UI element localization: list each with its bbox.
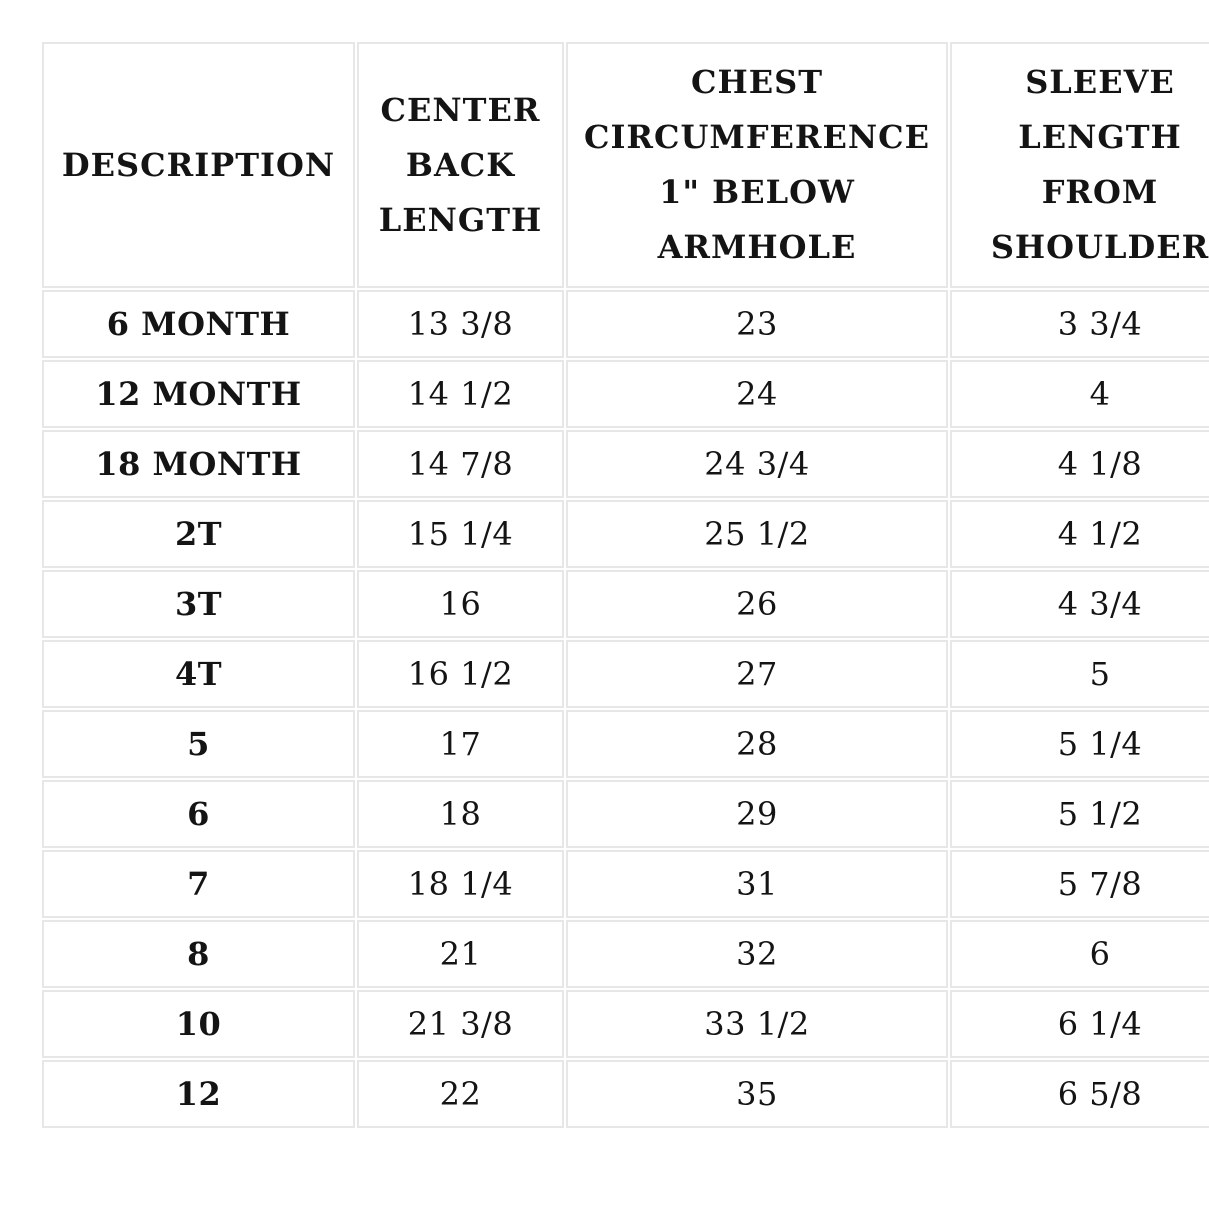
cell-chest-circumference: 35	[566, 1060, 948, 1128]
size-chart: DESCRIPTION CENTER BACK LENGTH CHEST CIR…	[40, 40, 1209, 1130]
header-line: CHEST	[690, 63, 823, 101]
cell-sleeve-length: 6 1/4	[950, 990, 1209, 1058]
header-line: BACK	[405, 145, 516, 184]
table-row: 3T 16 26 4 3/4	[42, 570, 1209, 638]
cell-sleeve-length: 3 3/4	[950, 290, 1209, 358]
cell-sleeve-length: 5 1/4	[950, 710, 1209, 778]
column-header-description: DESCRIPTION	[42, 42, 355, 288]
cell-description: 10	[42, 990, 355, 1058]
header-line: LENGTH	[1018, 118, 1182, 156]
cell-sleeve-length: 6	[950, 920, 1209, 988]
column-header-center-back-length: CENTER BACK LENGTH	[357, 42, 564, 288]
cell-sleeve-length: 6 5/8	[950, 1060, 1209, 1128]
cell-description: 8	[42, 920, 355, 988]
header-line: SLEEVE	[1025, 63, 1175, 101]
cell-description: 7	[42, 850, 355, 918]
table-row: 12 MONTH 14 1/2 24 4	[42, 360, 1209, 428]
cell-center-back-length: 22	[357, 1060, 564, 1128]
cell-center-back-length: 15 1/4	[357, 500, 564, 568]
cell-sleeve-length: 5 1/2	[950, 780, 1209, 848]
cell-chest-circumference: 24	[566, 360, 948, 428]
cell-description: 6	[42, 780, 355, 848]
cell-center-back-length: 14 7/8	[357, 430, 564, 498]
cell-center-back-length: 14 1/2	[357, 360, 564, 428]
cell-description: 18 MONTH	[42, 430, 355, 498]
table-row: 6 MONTH 13 3/8 23 3 3/4	[42, 290, 1209, 358]
cell-sleeve-length: 4 1/8	[950, 430, 1209, 498]
cell-chest-circumference: 25 1/2	[566, 500, 948, 568]
header-line: SHOULDER	[990, 228, 1209, 266]
header-line: CENTER	[380, 90, 541, 129]
cell-sleeve-length: 4 1/2	[950, 500, 1209, 568]
header-line: DESCRIPTION	[61, 145, 336, 184]
cell-center-back-length: 21	[357, 920, 564, 988]
table-row: 18 MONTH 14 7/8 24 3/4 4 1/8	[42, 430, 1209, 498]
cell-description: 6 MONTH	[42, 290, 355, 358]
cell-center-back-length: 18	[357, 780, 564, 848]
cell-description: 3T	[42, 570, 355, 638]
column-header-chest-circumference: CHEST CIRCUMFERENCE 1" BELOW ARMHOLE	[566, 42, 948, 288]
header-row: DESCRIPTION CENTER BACK LENGTH CHEST CIR…	[42, 42, 1209, 288]
cell-center-back-length: 16	[357, 570, 564, 638]
cell-chest-circumference: 31	[566, 850, 948, 918]
cell-chest-circumference: 32	[566, 920, 948, 988]
cell-center-back-length: 17	[357, 710, 564, 778]
cell-chest-circumference: 26	[566, 570, 948, 638]
cell-center-back-length: 21 3/8	[357, 990, 564, 1058]
table-row: 2T 15 1/4 25 1/2 4 1/2	[42, 500, 1209, 568]
header-line: LENGTH	[378, 200, 543, 239]
table-row: 5 17 28 5 1/4	[42, 710, 1209, 778]
cell-center-back-length: 13 3/8	[357, 290, 564, 358]
size-chart-table: DESCRIPTION CENTER BACK LENGTH CHEST CIR…	[40, 40, 1209, 1130]
cell-chest-circumference: 33 1/2	[566, 990, 948, 1058]
table-row: 8 21 32 6	[42, 920, 1209, 988]
table-row: 10 21 3/8 33 1/2 6 1/4	[42, 990, 1209, 1058]
header-line: FROM	[1041, 173, 1159, 211]
cell-chest-circumference: 28	[566, 710, 948, 778]
cell-center-back-length: 18 1/4	[357, 850, 564, 918]
cell-chest-circumference: 29	[566, 780, 948, 848]
cell-description: 2T	[42, 500, 355, 568]
table-row: 7 18 1/4 31 5 7/8	[42, 850, 1209, 918]
cell-description: 12 MONTH	[42, 360, 355, 428]
table-row: 12 22 35 6 5/8	[42, 1060, 1209, 1128]
cell-sleeve-length: 5	[950, 640, 1209, 708]
table-row: 6 18 29 5 1/2	[42, 780, 1209, 848]
cell-description: 12	[42, 1060, 355, 1128]
cell-chest-circumference: 24 3/4	[566, 430, 948, 498]
cell-center-back-length: 16 1/2	[357, 640, 564, 708]
cell-chest-circumference: 27	[566, 640, 948, 708]
cell-description: 4T	[42, 640, 355, 708]
cell-sleeve-length: 5 7/8	[950, 850, 1209, 918]
header-line: ARMHOLE	[657, 228, 857, 266]
cell-chest-circumference: 23	[566, 290, 948, 358]
header-line: 1" BELOW	[659, 173, 855, 211]
table-row: 4T 16 1/2 27 5	[42, 640, 1209, 708]
header-line: CIRCUMFERENCE	[583, 118, 931, 156]
column-header-sleeve-length: SLEEVE LENGTH FROM SHOULDER	[950, 42, 1209, 288]
cell-sleeve-length: 4 3/4	[950, 570, 1209, 638]
cell-sleeve-length: 4	[950, 360, 1209, 428]
cell-description: 5	[42, 710, 355, 778]
